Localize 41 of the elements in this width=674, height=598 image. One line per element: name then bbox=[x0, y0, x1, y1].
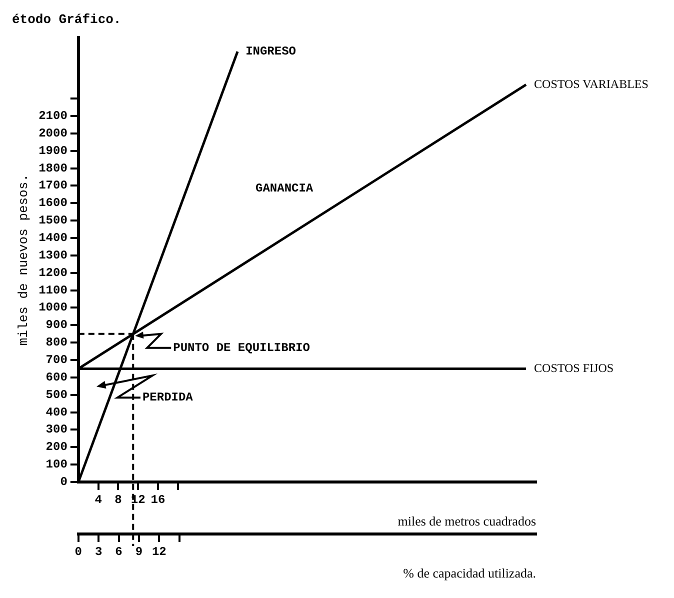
x-tick-label: 8 bbox=[114, 493, 122, 508]
x2-tick-label: 6 bbox=[115, 545, 122, 560]
chart-title: étodo Gráfico. bbox=[12, 12, 122, 28]
series-label: COSTOS FIJOS bbox=[534, 360, 614, 375]
y-tick-label: 500 bbox=[46, 388, 68, 402]
x2-tick-label: 12 bbox=[152, 545, 166, 560]
y-tick-label: 1100 bbox=[38, 283, 68, 298]
x-tick-label: 16 bbox=[150, 493, 166, 508]
x2-tick-label: 3 bbox=[94, 545, 102, 560]
x-tick-label: 12 bbox=[130, 493, 146, 508]
x-tick-label: 4 bbox=[94, 493, 102, 508]
x2-axis-title: % de capacidad utilizada. bbox=[403, 566, 536, 581]
y-tick-label: 300 bbox=[46, 422, 68, 437]
annotation: PERDIDA bbox=[142, 390, 194, 405]
x2-tick-label: 9 bbox=[135, 545, 143, 560]
y-tick-label: 900 bbox=[46, 318, 68, 332]
y-tick-label: 1900 bbox=[38, 144, 68, 158]
y-tick-label: 1600 bbox=[38, 196, 68, 210]
y-tick-label: 100 bbox=[46, 458, 68, 472]
annotation: PUNTO DE EQUILIBRIO bbox=[173, 340, 310, 355]
y-tick-label: 2000 bbox=[38, 126, 68, 140]
y-tick-label: 400 bbox=[46, 405, 68, 420]
y-tick-label: 200 bbox=[46, 440, 68, 454]
y-tick-label: 1800 bbox=[38, 161, 68, 176]
y-axis-title: miles de nuevos pesos. bbox=[16, 174, 32, 346]
annotation: GANANCIA bbox=[256, 182, 314, 196]
y-tick-label: 800 bbox=[46, 336, 68, 350]
y-tick-label: 1400 bbox=[38, 231, 68, 246]
series-label: COSTOS VARIABLES bbox=[534, 76, 648, 91]
y-tick-label: 1000 bbox=[38, 300, 68, 315]
y-tick-label: 1200 bbox=[38, 266, 68, 280]
x-axis-title: miles de metros cuadrados bbox=[398, 514, 536, 529]
x2-tick-label: 0 bbox=[74, 545, 82, 560]
y-tick-label: 700 bbox=[46, 353, 68, 368]
y-tick-label: 1700 bbox=[38, 178, 68, 193]
series-label: INGRESO bbox=[246, 44, 296, 59]
y-tick-label: 600 bbox=[46, 370, 68, 384]
y-tick-label: 1300 bbox=[38, 248, 68, 262]
y-tick-label: 1500 bbox=[38, 214, 68, 228]
y-tick-label: 2100 bbox=[38, 109, 68, 124]
y-tick-label: 0 bbox=[60, 475, 68, 490]
